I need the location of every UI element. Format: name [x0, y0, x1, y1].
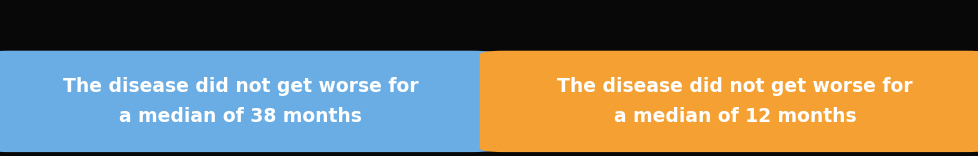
FancyBboxPatch shape: [0, 51, 496, 152]
Text: The disease did not get worse for
a median of 38 months: The disease did not get worse for a medi…: [63, 77, 419, 126]
Text: The disease did not get worse for
a median of 12 months: The disease did not get worse for a medi…: [556, 77, 912, 126]
FancyBboxPatch shape: [479, 51, 978, 152]
